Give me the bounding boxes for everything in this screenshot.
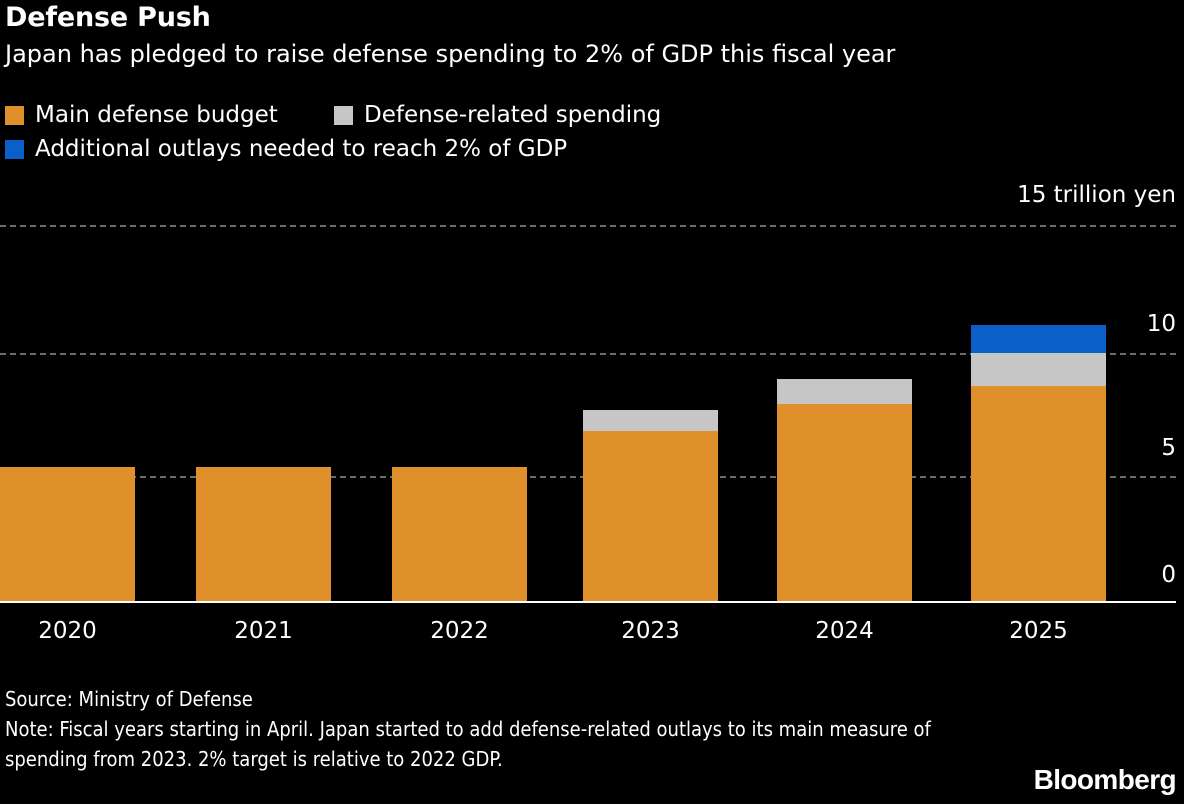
- y-axis-unit-label: 15 trillion yen: [1017, 182, 1176, 208]
- bar-segment-main-2021[interactable]: [196, 467, 331, 601]
- bar-group-2025[interactable]: [971, 325, 1106, 601]
- legend-item-defense-related-spending[interactable]: Defense-related spending: [334, 98, 661, 132]
- x-axis-line: [0, 601, 1176, 603]
- square-swatch-gray-icon: [334, 105, 353, 125]
- legend-label-additional-outlays: Additional outlays needed to reach 2% of…: [35, 135, 568, 162]
- x-axis-label-2022: 2022: [430, 618, 489, 644]
- bar-segment-main-2022[interactable]: [392, 467, 527, 601]
- square-swatch-orange-icon: [5, 105, 24, 125]
- bar-segment-main-2025[interactable]: [971, 386, 1106, 601]
- legend-label-main-defense-budget: Main defense budget: [35, 101, 278, 128]
- x-axis-label-2024: 2024: [815, 618, 874, 644]
- x-axis-label-2020: 2020: [38, 618, 97, 644]
- x-axis-label-2025: 2025: [1009, 618, 1068, 644]
- ytick-label-10: 10: [1146, 311, 1176, 337]
- bar-group-2024[interactable]: [777, 379, 912, 601]
- bar-group-2022[interactable]: [392, 467, 527, 601]
- legend-row-2: Additional outlays needed to reach 2% of…: [0, 132, 1184, 166]
- legend-row-1: Main defense budget Defense-related spen…: [0, 98, 1184, 132]
- square-swatch-blue-icon: [5, 139, 24, 159]
- ytick-label-5: 5: [1161, 435, 1176, 461]
- bar-segment-main-2020[interactable]: [0, 467, 135, 601]
- legend-item-additional-outlays[interactable]: Additional outlays needed to reach 2% of…: [5, 132, 567, 166]
- bar-segment-related-2023[interactable]: [583, 410, 718, 431]
- bar-segment-additional-2025[interactable]: [971, 325, 1106, 353]
- bar-group-2020[interactable]: [0, 467, 135, 601]
- gridline-10: [0, 353, 1176, 355]
- bar-segment-related-2025[interactable]: [971, 353, 1106, 386]
- x-axis-label-2021: 2021: [234, 618, 293, 644]
- plot-area: 15 trillion yen 10 5 0: [0, 182, 1184, 644]
- bar-segment-related-2024[interactable]: [777, 379, 912, 404]
- bar-group-2021[interactable]: [196, 467, 331, 601]
- ytick-label-0: 0: [1161, 562, 1176, 588]
- page-title: Defense Push: [5, 2, 211, 33]
- legend-item-main-defense-budget[interactable]: Main defense budget: [5, 98, 278, 132]
- x-axis-label-2023: 2023: [621, 618, 680, 644]
- methodology-note: Note: Fiscal years starting in April. Ja…: [5, 717, 931, 771]
- chart-subtitle: Japan has pledged to raise defense spend…: [5, 40, 896, 68]
- source-note: Source: Ministry of Defense: [5, 687, 253, 711]
- bloomberg-logo: Bloomberg: [1033, 764, 1177, 795]
- gridline-15: [0, 225, 1176, 227]
- bar-segment-main-2023[interactable]: [583, 431, 718, 601]
- legend-label-defense-related-spending: Defense-related spending: [364, 101, 662, 128]
- bar-group-2023[interactable]: [583, 410, 718, 601]
- bar-segment-main-2024[interactable]: [777, 404, 912, 601]
